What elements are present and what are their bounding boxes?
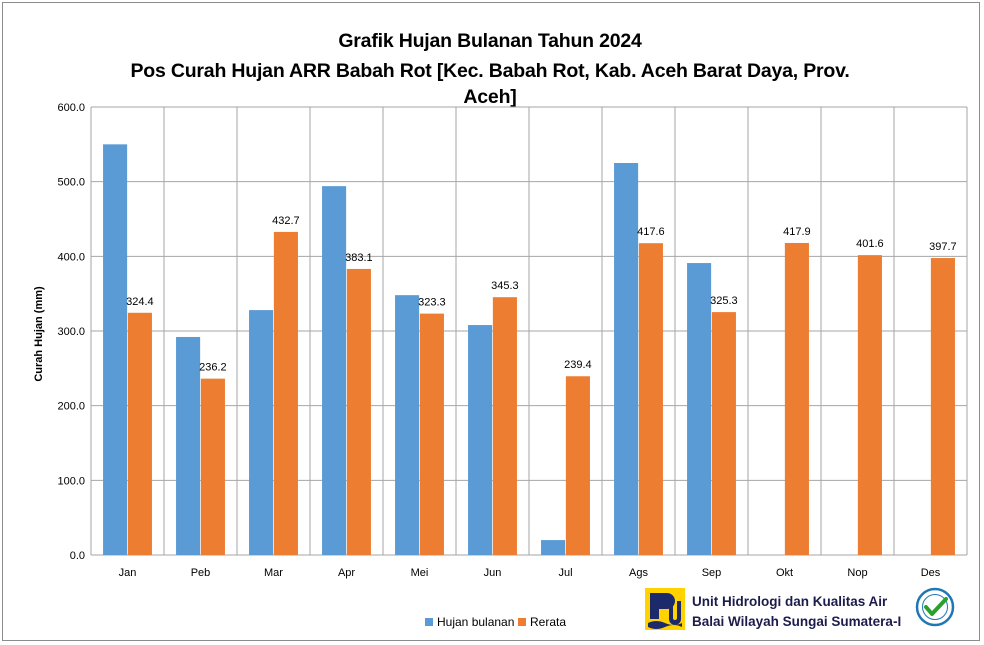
data-label: 345.3 bbox=[491, 280, 519, 292]
bar-rerata bbox=[638, 243, 663, 555]
data-label: 383.1 bbox=[345, 252, 373, 264]
x-tick-label: Jun bbox=[484, 567, 502, 579]
x-tick-label: Okt bbox=[776, 567, 793, 579]
organization-block: Unit Hidrologi dan Kualitas Air Balai Wi… bbox=[645, 587, 975, 633]
data-label: 417.6 bbox=[637, 226, 665, 238]
y-tick-label: 600.0 bbox=[57, 102, 85, 114]
y-tick-label: 200.0 bbox=[57, 401, 85, 413]
bar-rerata bbox=[857, 255, 882, 555]
bar-rerata bbox=[273, 231, 298, 555]
bar-hujan-bulanan bbox=[468, 325, 493, 555]
bar-rerata bbox=[200, 378, 225, 555]
bar-hujan-bulanan bbox=[541, 540, 566, 555]
legend-item-hujan-bulanan: Hujan bulanan bbox=[425, 615, 514, 629]
bar-hujan-bulanan bbox=[614, 163, 639, 555]
chart-title-line-3: Aceh] bbox=[463, 86, 517, 108]
y-tick-label: 0.0 bbox=[70, 550, 85, 562]
data-label: 397.7 bbox=[929, 241, 957, 253]
data-label: 417.9 bbox=[783, 226, 811, 238]
chart-title-line-2: Pos Curah Hujan ARR Babah Rot [Kec. Baba… bbox=[130, 60, 850, 82]
iso-certified-badge-icon bbox=[915, 587, 955, 627]
data-label: 324.4 bbox=[126, 296, 154, 308]
data-label: 325.3 bbox=[710, 295, 738, 307]
bar-hujan-bulanan bbox=[322, 186, 347, 555]
x-tick-label: Mar bbox=[264, 567, 283, 579]
x-tick-label: Nop bbox=[847, 567, 867, 579]
data-label: 239.4 bbox=[564, 359, 592, 371]
data-label: 432.7 bbox=[272, 215, 300, 227]
data-label: 401.6 bbox=[856, 238, 884, 250]
y-tick-label: 500.0 bbox=[57, 177, 85, 189]
pu-logo-icon bbox=[645, 588, 685, 630]
legend-item-rerata: Rerata bbox=[518, 615, 566, 629]
legend-swatch-rerata bbox=[518, 618, 526, 626]
bar-hujan-bulanan bbox=[176, 336, 201, 555]
x-tick-label: Sep bbox=[702, 567, 722, 579]
bar-rerata bbox=[711, 312, 736, 555]
x-tick-label: Jan bbox=[119, 567, 137, 579]
bar-rerata bbox=[419, 313, 444, 555]
x-tick-label: Peb bbox=[191, 567, 211, 579]
bar-rerata bbox=[565, 376, 590, 555]
y-tick-label: 400.0 bbox=[57, 251, 85, 263]
x-tick-label: Mei bbox=[411, 567, 429, 579]
y-tick-label: 300.0 bbox=[57, 326, 85, 338]
x-tick-label: Apr bbox=[338, 567, 355, 579]
data-label: 236.2 bbox=[199, 362, 227, 374]
x-tick-label: Ags bbox=[629, 567, 648, 579]
legend-label-hujan-bulanan: Hujan bulanan bbox=[437, 615, 515, 629]
bar-hujan-bulanan bbox=[395, 295, 420, 555]
legend-label-rerata: Rerata bbox=[530, 615, 567, 629]
bar-rerata bbox=[784, 242, 809, 555]
bar-rerata bbox=[492, 297, 517, 555]
bar-hujan-bulanan bbox=[249, 310, 274, 555]
chart-title-line-1: Grafik Hujan Bulanan Tahun 2024 bbox=[338, 30, 642, 52]
y-tick-label: 100.0 bbox=[57, 475, 85, 487]
bar-hujan-bulanan bbox=[687, 263, 712, 555]
y-axis-label: Curah Hujan (mm) bbox=[33, 286, 45, 382]
bar-rerata bbox=[930, 258, 955, 555]
bar-rerata bbox=[346, 268, 371, 555]
x-tick-label: Jul bbox=[558, 567, 572, 579]
organization-line-2: Balai Wilayah Sungai Sumatera-I bbox=[692, 614, 902, 629]
organization-line-1: Unit Hidrologi dan Kualitas Air bbox=[692, 594, 888, 609]
legend-swatch-hujan-bulanan bbox=[425, 618, 433, 626]
x-tick-label: Des bbox=[921, 567, 941, 579]
bar-rerata bbox=[127, 312, 152, 555]
bar-hujan-bulanan bbox=[103, 144, 128, 556]
data-label: 323.3 bbox=[418, 297, 446, 309]
organization-text: Unit Hidrologi dan Kualitas Air Balai Wi… bbox=[692, 592, 901, 632]
